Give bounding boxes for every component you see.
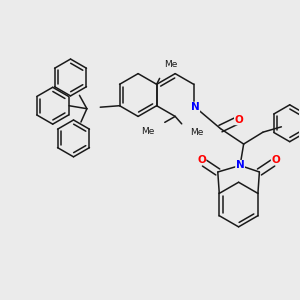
Text: O: O: [197, 154, 206, 164]
Text: Me: Me: [164, 61, 177, 70]
Text: O: O: [272, 154, 280, 164]
Text: O: O: [235, 115, 243, 125]
Text: Me: Me: [190, 128, 203, 137]
Text: N: N: [236, 160, 244, 170]
Text: N: N: [191, 102, 200, 112]
Text: Me: Me: [141, 127, 154, 136]
